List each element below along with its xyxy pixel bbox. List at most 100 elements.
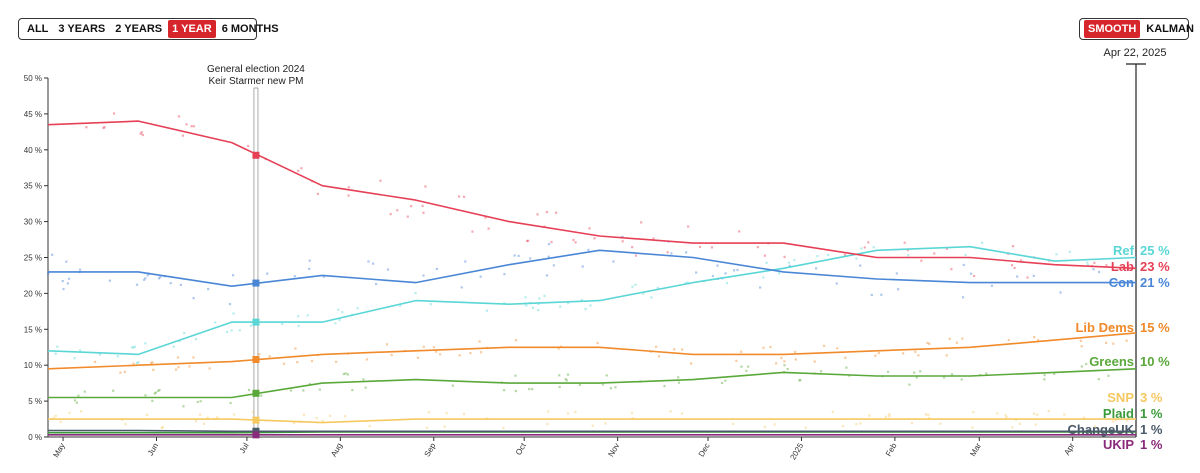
poll-dot [732,422,735,425]
poll-dot [961,337,964,340]
poll-dot [406,215,409,218]
poll-dot [435,267,438,271]
poll-dot [427,411,431,414]
poll-dot [558,374,561,377]
poll-dot [308,267,311,270]
mode-button-kalman[interactable]: KALMAN [1146,23,1194,35]
poll-dot [260,394,263,397]
smoothing-selector: SMOOTH KALMAN [1079,18,1194,40]
poll-dot [302,389,305,392]
poll-dot [179,283,182,286]
poll-dot [669,410,672,413]
poll-dot [154,391,158,394]
legend-value-lib-dems: 15 % [1140,320,1170,335]
poll-dot [177,115,181,118]
poll-dot [609,387,613,390]
y-tick-label: 25 % [24,254,42,263]
poll-dot [308,259,311,262]
poll-dot [297,169,300,172]
poll-dot [656,286,659,289]
poll-dot [972,274,976,278]
poll-dot [1063,413,1066,416]
range-button-2-years[interactable]: 2 YEARS [115,23,163,35]
poll-dot [917,354,920,357]
poll-dot [1094,425,1097,428]
range-button-1-year[interactable]: 1 YEAR [168,20,216,38]
poll-dot [687,225,690,228]
poll-dot [190,125,193,128]
poll-dot [292,421,296,425]
poll-dot [962,263,965,267]
poll-dot [432,346,436,349]
poll-dot [1079,339,1082,342]
poll-dot [1070,424,1074,427]
range-button-6-months[interactable]: 6 MONTHS [221,23,279,35]
poll-dot [914,350,917,353]
poll-dot [950,373,954,376]
y-tick-label: 40 % [24,146,42,155]
poll-dot [445,412,448,415]
poll-dot [480,351,483,354]
poll-dot [1086,263,1090,267]
poll-dot [961,296,965,299]
poll-dot [531,388,534,391]
range-button-all[interactable]: ALL [27,23,49,35]
poll-dot [1059,291,1062,294]
poll-dot [513,254,516,257]
poll-dot [310,360,314,363]
range-button-3-years[interactable]: 3 YEARS [58,23,106,35]
poll-dot [1010,264,1014,267]
mode-button-smooth[interactable]: SMOOTH [1084,20,1141,38]
poll-dot [199,400,202,403]
legend-value-ref: 25 % [1140,243,1170,258]
poll-dot [79,349,82,352]
poll-dot [670,252,673,255]
series-line-greens [48,368,1137,399]
poll-dot [1036,413,1039,416]
poll-dot [574,410,577,414]
poll-dot [157,389,160,393]
poll-dot [281,323,284,326]
poll-dot [247,388,251,392]
poll-dot [567,302,570,305]
legend-value-lab: 23 % [1140,259,1170,274]
poll-dot [341,311,344,314]
poll-dot [185,123,188,126]
poll-dot [780,356,783,359]
y-tick-label: 30 % [24,218,42,227]
poll-dot [901,352,905,355]
poll-dot [302,413,306,416]
poll-dot [574,241,577,244]
poll-dot [75,401,78,404]
x-tick-label: 2025 [789,441,806,461]
election-marker [252,389,260,397]
poll-dot [514,374,517,377]
poll-dot [886,370,890,373]
poll-dot [762,276,765,279]
poll-dot [543,294,546,297]
series-line-lib-dems [47,332,1137,370]
x-tick-label: Nov [606,442,621,459]
poll-dot [581,265,584,268]
legend-value-con: 21 % [1140,275,1170,290]
election-marker [252,151,260,159]
poll-dot [409,205,413,208]
poll-dot [827,253,830,257]
poll-dot [181,134,184,137]
poll-dot [344,415,347,418]
poll-dot [547,410,550,413]
poll-dot [794,358,797,361]
poll-dot [580,298,583,302]
poll-dot [536,213,539,216]
poll-dot [54,352,57,355]
poll-dot [479,275,482,278]
election-marker [252,356,260,364]
legend-value-plaid: 1 % [1140,406,1163,421]
poll-dot [698,245,702,249]
poll-dot [297,324,300,327]
poll-dot [318,388,321,391]
poll-dot [822,344,826,347]
poll-dot [928,342,931,345]
poll-dot [484,216,487,219]
poll-dot [546,422,549,426]
